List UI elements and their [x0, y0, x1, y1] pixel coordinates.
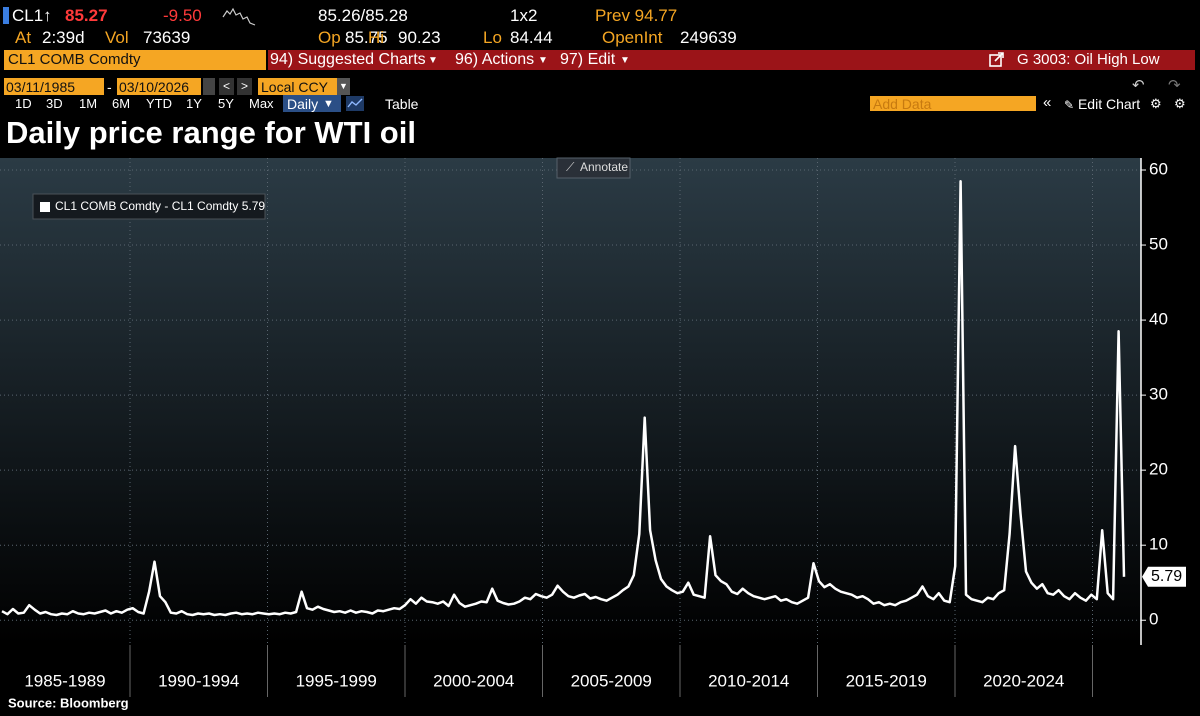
end-date: 03/10/2026: [119, 79, 190, 95]
edit-chart-label: Edit Chart: [1077, 96, 1141, 112]
menu-arrow: ▼: [620, 55, 630, 66]
prev-button[interactable]: <: [219, 78, 234, 95]
menu-item[interactable]: 94) Suggested Charts: [270, 51, 426, 68]
menu-item[interactable]: 97) Edit: [560, 51, 616, 68]
last-value-label: 5.79: [1151, 568, 1182, 585]
currency-box[interactable]: [258, 78, 350, 95]
annotate-label: Annotate: [580, 160, 628, 174]
menu-arrow: ▼: [428, 55, 438, 66]
annotate-button[interactable]: [556, 157, 631, 179]
date-dash: -: [107, 79, 112, 95]
y-tick-label: 20: [1149, 460, 1168, 479]
series-line: [1, 180, 1126, 617]
undo-button[interactable]: ↶: [1132, 77, 1145, 94]
stat-value: 85.75: [345, 28, 388, 47]
collapse-icon[interactable]: «: [1043, 94, 1052, 111]
stat-value: 249639: [680, 28, 737, 47]
bid-ask: 85.26/85.28: [318, 6, 408, 25]
menu-arrow: ▼: [538, 55, 548, 66]
x-tick-label: 2010-2014: [708, 671, 789, 690]
x-tick-label: 2020-2024: [983, 671, 1064, 690]
x-tick-label: 1985-1989: [24, 671, 105, 690]
frequency-arrow: ▼: [323, 98, 334, 110]
menu-item[interactable]: 96) Actions: [455, 51, 535, 68]
y-tick-label: 0: [1149, 610, 1158, 629]
plot-area: [0, 158, 1141, 645]
launch-icon: [989, 52, 1004, 67]
y-tick-label: 50: [1149, 235, 1168, 254]
frequency-box[interactable]: [283, 95, 341, 112]
stat-label: OpenInt: [602, 28, 663, 47]
period-button[interactable]: 6M: [112, 96, 131, 111]
chart-title: Daily price range for WTI oil: [6, 115, 416, 150]
annotate-icon: ⟋: [566, 160, 575, 174]
size: 1x2: [510, 6, 538, 25]
next-button[interactable]: >: [237, 78, 252, 95]
period-button[interactable]: 1D: [15, 96, 32, 111]
x-tick-label: 2000-2004: [433, 671, 514, 690]
period-button[interactable]: 1Y: [186, 96, 202, 111]
last-value-tag: [1142, 566, 1186, 587]
y-tick-label: 60: [1149, 159, 1168, 178]
ticker: CL1↑: [12, 6, 52, 25]
stat-label: Op: [318, 28, 341, 47]
table-button[interactable]: Table: [385, 96, 419, 112]
add-data: Add Data: [873, 96, 932, 112]
legend-last-value: 5.79: [242, 199, 266, 213]
add-data-box[interactable]: [870, 96, 1036, 111]
source: Source: Bloomberg: [8, 695, 129, 710]
settings-icons[interactable]: ⚙: [1150, 96, 1162, 111]
redo-button[interactable]: ↷: [1168, 77, 1181, 94]
calendar-button[interactable]: [203, 78, 215, 95]
x-tick-label: 2015-2019: [846, 671, 927, 690]
stat-value: 73639: [143, 28, 191, 47]
y-tick-label: 40: [1149, 310, 1168, 329]
stat-label: Vol: [105, 28, 129, 47]
currency-dropdown[interactable]: ▼: [337, 78, 350, 95]
legend: [32, 193, 266, 220]
period-button[interactable]: 1M: [79, 96, 98, 111]
start-date-box[interactable]: [4, 78, 104, 95]
x-tick-label: 1990-1994: [158, 671, 239, 690]
period-button[interactable]: YTD: [146, 96, 172, 111]
menu-bar: [268, 50, 1195, 70]
period-button[interactable]: Max: [249, 96, 274, 111]
y-tick-label: 30: [1149, 385, 1168, 404]
stat-value: 90.23: [398, 28, 441, 47]
chart-type-icon[interactable]: [345, 95, 365, 112]
change: -9.50: [163, 6, 202, 25]
frequency: Daily: [287, 96, 319, 112]
legend-swatch: [40, 202, 50, 212]
stat-label: At: [15, 28, 32, 47]
currency: Local CCY: [261, 79, 328, 95]
prev-close: Prev 94.77: [595, 6, 678, 25]
stat-label: Hi: [368, 28, 385, 47]
security: CL1 COMB Comdty: [8, 51, 141, 68]
legend-name: CL1 COMB Comdty - CL1 Comdty: [55, 199, 238, 213]
last-price: 85.27: [65, 6, 108, 25]
edit-chart[interactable]: ✎ Edit Chart: [1064, 96, 1141, 112]
sparkline-icon: [222, 7, 256, 26]
y-tick-label: 10: [1149, 535, 1168, 554]
x-tick-label: 1995-1999: [296, 671, 377, 690]
stat-label: Lo: [483, 28, 502, 47]
x-tick-label: 2005-2009: [571, 671, 652, 690]
legend-entry: CL1 COMB Comdty - CL1 Comdty 5.79: [55, 199, 265, 213]
stat-value: 2:39d: [42, 28, 85, 47]
settings-icon[interactable]: ⚙: [1174, 96, 1186, 111]
end-date-box[interactable]: [117, 78, 201, 95]
series-layer: [1, 180, 1126, 617]
function-name[interactable]: G 3003: Oil High Low: [1017, 51, 1160, 68]
ticker-marker: [3, 7, 9, 24]
security-box[interactable]: [4, 50, 266, 70]
start-date: 03/11/1985: [6, 79, 76, 95]
period-button[interactable]: 3D: [46, 96, 63, 111]
stat-value: 84.44: [510, 28, 553, 47]
period-button[interactable]: 5Y: [218, 96, 234, 111]
